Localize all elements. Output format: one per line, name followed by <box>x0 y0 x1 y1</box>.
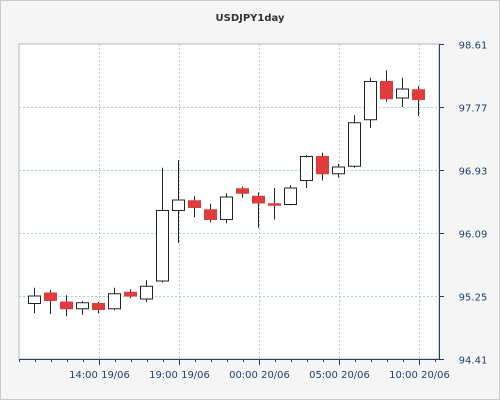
candle <box>332 164 345 178</box>
candle-body-down <box>60 301 73 310</box>
candle-body-down <box>316 156 329 175</box>
candle-body-up <box>156 210 169 282</box>
candle-body-up <box>172 199 185 211</box>
y-tick-label: 98.61 <box>459 41 488 52</box>
candle <box>348 115 361 168</box>
candle-body-up <box>28 295 41 304</box>
candle <box>92 302 105 314</box>
x-tick-label: 19:00 19/06 <box>149 370 210 381</box>
candle <box>44 290 57 314</box>
candle <box>76 301 89 315</box>
candle-body-down <box>124 291 137 297</box>
x-tick-label: 14:00 19/06 <box>69 370 130 381</box>
candle-body-down <box>236 188 249 194</box>
candle <box>316 152 329 181</box>
candles <box>28 70 425 317</box>
candle <box>28 287 41 314</box>
candle <box>252 192 265 228</box>
x-tick-label: 00:00 20/06 <box>229 370 290 381</box>
candle <box>172 160 185 243</box>
candle-body-down <box>380 81 393 100</box>
x-tick-label: 10:00 20/06 <box>389 370 450 381</box>
candle-body-up <box>140 285 153 300</box>
candle-body-down <box>252 195 265 204</box>
candle <box>108 287 121 311</box>
y-tick-label: 96.93 <box>459 167 488 178</box>
candle <box>140 280 153 302</box>
candle <box>364 77 377 128</box>
candle <box>188 196 201 218</box>
candle <box>156 167 169 283</box>
candle-body-down <box>204 209 217 220</box>
x-axis-ticks: 14:00 19/06 19:00 19/06 00:00 20/06 05:00 2… <box>69 370 450 381</box>
candle-body-up <box>76 302 89 310</box>
candle-body-up <box>220 196 233 220</box>
candle-body-down <box>412 89 425 100</box>
candle-body-down <box>92 303 105 310</box>
y-axis-ticks: 98.61 97.77 96.93 96.09 95.25 94.41 <box>459 41 488 367</box>
candle <box>412 86 425 116</box>
candle <box>204 203 217 223</box>
candle-body-up <box>108 293 121 310</box>
candle-body-up <box>364 81 377 121</box>
candle <box>300 155 313 188</box>
candle <box>124 289 137 299</box>
candle <box>284 185 297 206</box>
candle-body-up <box>300 156 313 181</box>
axes <box>19 44 444 365</box>
candle <box>268 188 281 220</box>
candle <box>396 77 409 107</box>
x-tick-label: 05:00 20/06 <box>309 370 370 381</box>
y-tick-label: 97.77 <box>459 104 488 115</box>
candle-body-up <box>284 187 297 205</box>
y-tick-label: 95.25 <box>459 293 488 304</box>
candle <box>380 70 393 102</box>
candle-body-up <box>332 166 345 175</box>
y-tick-label: 96.09 <box>459 230 488 241</box>
candle <box>220 193 233 224</box>
y-tick-label: 94.41 <box>459 356 488 367</box>
candle <box>236 186 249 198</box>
candle-body-up <box>348 122 361 167</box>
candle-body-down <box>44 292 57 301</box>
candle-body-down <box>188 200 201 208</box>
candle-body-down <box>268 203 281 206</box>
chart-title: USDJPY1day <box>216 13 285 24</box>
candle-body-up <box>396 88 409 99</box>
candle <box>60 295 73 317</box>
